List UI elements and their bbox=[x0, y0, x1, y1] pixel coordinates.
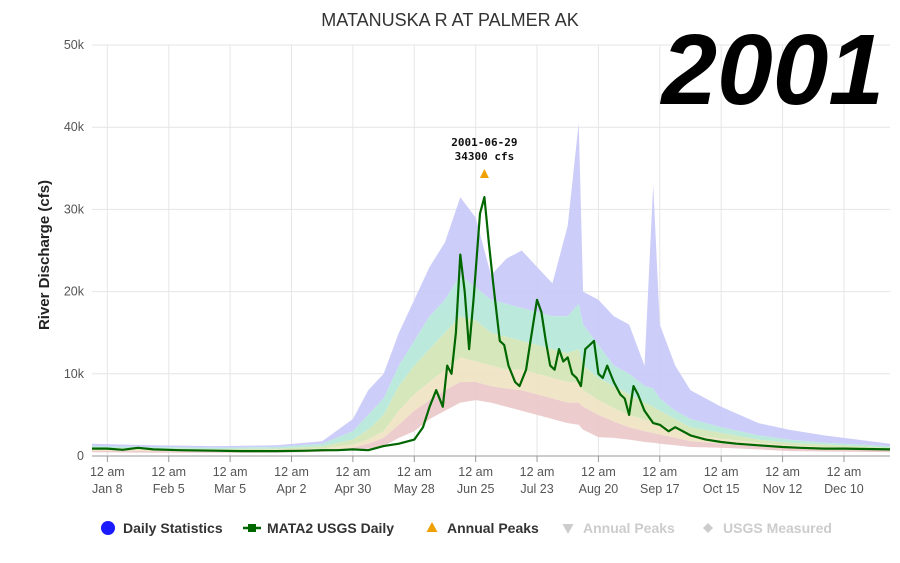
legend-item-daily-statistics-0[interactable]: Daily Statistics bbox=[101, 520, 223, 536]
x-tick-label-date: May 28 bbox=[394, 482, 435, 496]
x-tick-label-time: 12 am bbox=[336, 465, 371, 479]
legend-square-icon bbox=[248, 524, 256, 532]
y-tick-label: 40k bbox=[64, 120, 85, 134]
y-axis-title: River Discharge (cfs) bbox=[36, 180, 53, 330]
annual-peak-marker[interactable] bbox=[479, 169, 489, 179]
x-tick-label-date: Sep 17 bbox=[640, 482, 680, 496]
chart-title: MATANUSKA R AT PALMER AK bbox=[321, 10, 578, 30]
x-tick-label-date: Jun 25 bbox=[457, 482, 495, 496]
x-tick-label-date: Jan 8 bbox=[92, 482, 123, 496]
x-tick-label-date: Dec 10 bbox=[824, 482, 864, 496]
x-tick-label-date: Apr 2 bbox=[277, 482, 307, 496]
x-tick-label-time: 12 am bbox=[151, 465, 186, 479]
x-tick-label-time: 12 am bbox=[90, 465, 125, 479]
legend-label: Daily Statistics bbox=[123, 520, 223, 536]
x-tick-label-date: Nov 12 bbox=[763, 482, 803, 496]
x-tick-label-date: Jul 23 bbox=[520, 482, 553, 496]
x-tick-label-time: 12 am bbox=[458, 465, 493, 479]
daily-series bbox=[92, 196, 891, 453]
x-tick-label-time: 12 am bbox=[704, 465, 739, 479]
band-p25-min bbox=[92, 382, 890, 453]
series-line-mata2-usgs-daily bbox=[92, 196, 891, 453]
legend-item-annual-peaks-3[interactable]: Annual Peaks bbox=[562, 520, 676, 536]
band-max-p90 bbox=[92, 123, 890, 448]
year-label: 2001 bbox=[660, 14, 884, 126]
axes: 0 10k 20k 30k 40k 50k 12 am Jan 8 12 am Feb 5 12 a… bbox=[64, 38, 890, 496]
x-tick-label-time: 12 am bbox=[520, 465, 555, 479]
legend-label: Annual Peaks bbox=[447, 520, 539, 536]
x-tick-label-date: Mar 5 bbox=[214, 482, 246, 496]
legend-item-annual-peaks-2[interactable]: Annual Peaks bbox=[426, 520, 540, 536]
x-tick-label-time: 12 am bbox=[581, 465, 616, 479]
legend-circle-icon bbox=[101, 521, 115, 535]
legend-label: MATA2 USGS Daily bbox=[267, 520, 394, 536]
legend-item-usgs-measured-4[interactable]: USGS Measured bbox=[703, 520, 832, 536]
x-tick-label-date: Aug 20 bbox=[579, 482, 619, 496]
x-tick-label-date: Feb 5 bbox=[153, 482, 185, 496]
legend-diamond-icon bbox=[703, 523, 713, 533]
x-tick-label-time: 12 am bbox=[642, 465, 677, 479]
band-p75-p50 bbox=[92, 316, 890, 451]
x-tick-label-time: 12 am bbox=[765, 465, 800, 479]
band-p90-p75 bbox=[92, 275, 890, 449]
x-tick-label-date: Apr 30 bbox=[334, 482, 371, 496]
annual-peak-date-label: 2001-06-29 bbox=[451, 136, 517, 149]
legend-item-mata2-usgs-daily-1[interactable]: MATA2 USGS Daily bbox=[243, 520, 394, 536]
y-tick-label: 10k bbox=[64, 367, 85, 381]
x-tick-label-time: 12 am bbox=[213, 465, 248, 479]
daily-statistics-bands bbox=[92, 123, 890, 453]
annual-peak-value-label: 34300 cfs bbox=[455, 150, 515, 163]
y-tick-label: 20k bbox=[64, 285, 85, 299]
annual-peak-annotation: 2001-06-29 34300 cfs bbox=[451, 136, 518, 179]
x-tick-label-time: 12 am bbox=[827, 465, 862, 479]
x-tick-label-time: 12 am bbox=[274, 465, 309, 479]
x-tick-label-time: 12 am bbox=[397, 465, 432, 479]
y-tick-label: 0 bbox=[77, 449, 84, 463]
legend-label: USGS Measured bbox=[723, 520, 832, 536]
legend-label: Annual Peaks bbox=[583, 520, 675, 536]
y-tick-label: 30k bbox=[64, 202, 85, 216]
legend: Daily Statistics MATA2 USGS Daily Annual P… bbox=[101, 520, 832, 536]
x-tick-label-date: Oct 15 bbox=[703, 482, 740, 496]
y-tick-label: 50k bbox=[64, 38, 85, 52]
legend-triangle-up-icon bbox=[426, 522, 438, 532]
legend-triangle-down-icon bbox=[562, 524, 574, 534]
band-p50-p25 bbox=[92, 357, 890, 452]
